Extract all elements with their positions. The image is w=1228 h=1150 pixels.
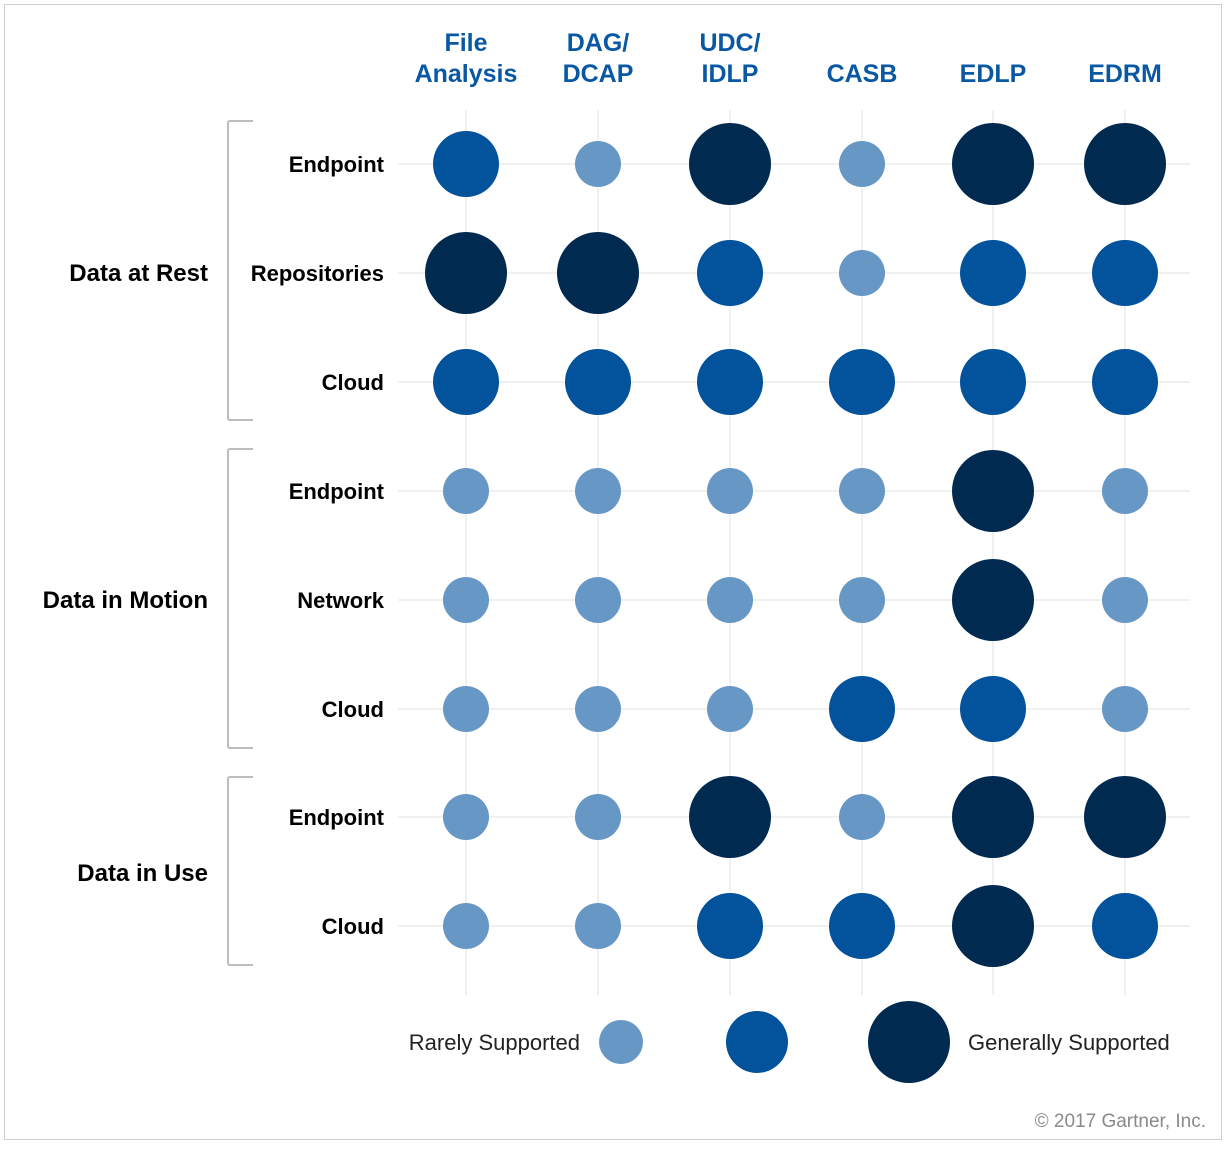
bubble: [443, 686, 489, 732]
group-label: Data in Motion: [43, 587, 208, 614]
bubble: [952, 885, 1034, 967]
legend: Rarely Supported Generally Supported: [409, 1001, 1170, 1083]
column-label: EDLP: [960, 60, 1027, 88]
bubble: [707, 577, 753, 623]
row-label: Repositories: [251, 261, 384, 286]
bubble: [829, 893, 895, 959]
legend-bubble: [599, 1020, 643, 1064]
column-label: CASB: [827, 60, 898, 88]
bubble: [952, 776, 1034, 858]
legend-bubble: [726, 1011, 788, 1073]
bubble: [839, 577, 885, 623]
bubble: [839, 141, 885, 187]
bubble: [433, 349, 499, 415]
bubble: [697, 893, 763, 959]
bubble: [443, 468, 489, 514]
grid-lines: [398, 110, 1190, 995]
bubble: [697, 240, 763, 306]
bubble: [575, 468, 621, 514]
column-label: DAG/DCAP: [563, 29, 634, 88]
legend-low-label: Rarely Supported: [409, 1030, 580, 1055]
bubble: [575, 903, 621, 949]
bubble: [565, 349, 631, 415]
bubble: [697, 349, 763, 415]
bubble: [443, 903, 489, 949]
legend-bubble: [868, 1001, 950, 1083]
column-labels: File Analysis DAG/DCAP UDC/IDLP CASB EDLP EDRM: [415, 29, 1162, 88]
group-bracket: [227, 120, 253, 421]
group-bracket: [227, 448, 253, 749]
column-label: UDC/IDLP: [699, 29, 760, 88]
bubble: [575, 577, 621, 623]
bubble: [1102, 686, 1148, 732]
row-label: Cloud: [322, 697, 384, 722]
group-label: Data in Use: [77, 860, 208, 887]
bubble: [575, 686, 621, 732]
bubbles: [425, 123, 1166, 967]
bubble: [443, 577, 489, 623]
bubble: [443, 794, 489, 840]
row-label: Endpoint: [289, 805, 385, 830]
bubble: [557, 232, 639, 314]
bubble: [839, 468, 885, 514]
bubble: [1092, 240, 1158, 306]
row-label: Network: [297, 588, 385, 613]
bubble: [952, 123, 1034, 205]
bubble: [960, 240, 1026, 306]
bubble: [839, 794, 885, 840]
row-label: Cloud: [322, 914, 384, 939]
bubble: [425, 232, 507, 314]
column-label: EDRM: [1088, 60, 1162, 88]
bubble: [1102, 468, 1148, 514]
group-label: Data at Rest: [69, 260, 208, 287]
bubble: [575, 141, 621, 187]
bubble: [829, 349, 895, 415]
group-bracket: [227, 776, 253, 966]
group-brackets: [227, 120, 253, 966]
bubble: [433, 131, 499, 197]
bubble: [575, 794, 621, 840]
bubble: [707, 686, 753, 732]
group-labels: Data at Rest Data in Motion Data in Use: [43, 260, 208, 887]
copyright-text: © 2017 Gartner, Inc.: [1035, 1111, 1206, 1132]
bubble: [952, 559, 1034, 641]
bubble: [1092, 893, 1158, 959]
bubble: [1102, 577, 1148, 623]
bubble: [839, 250, 885, 296]
bubble: [952, 450, 1034, 532]
bubble: [1084, 776, 1166, 858]
legend-high-label: Generally Supported: [968, 1030, 1170, 1055]
bubble: [689, 776, 771, 858]
row-labels: Endpoint Repositories Cloud Endpoint Network…: [251, 152, 385, 939]
row-label: Cloud: [322, 370, 384, 395]
bubble: [1092, 349, 1158, 415]
row-label: Endpoint: [289, 152, 385, 177]
bubble: [1084, 123, 1166, 205]
bubble: [707, 468, 753, 514]
bubble: [960, 676, 1026, 742]
bubble: [829, 676, 895, 742]
column-label: File Analysis: [415, 29, 518, 88]
bubble: [960, 349, 1026, 415]
row-label: Endpoint: [289, 479, 385, 504]
bubble: [689, 123, 771, 205]
